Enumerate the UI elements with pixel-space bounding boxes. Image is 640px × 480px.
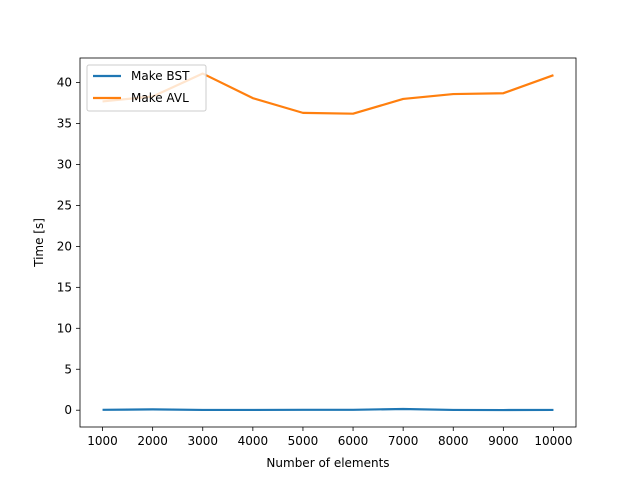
y-tick-label: 0 <box>64 403 72 417</box>
x-tick-label: 1000 <box>87 434 118 448</box>
x-tick-label: 5000 <box>288 434 319 448</box>
x-tick-label: 4000 <box>238 434 269 448</box>
plot-frame <box>79 57 577 428</box>
legend-label-make-bst: Make BST <box>131 69 190 83</box>
x-tick-label: 7000 <box>388 434 419 448</box>
x-tick-label: 8000 <box>438 434 469 448</box>
y-tick-label: 35 <box>57 117 72 131</box>
x-tick-label: 6000 <box>338 434 369 448</box>
y-tick-label: 5 <box>64 362 72 376</box>
y-tick-label: 15 <box>57 280 72 294</box>
x-axis-label: Number of elements <box>266 456 389 470</box>
y-tick-label: 40 <box>57 76 72 90</box>
y-axis-label: Time [s] <box>32 218 46 268</box>
x-axis-ticks: 1000 2000 3000 4000 5000 6000 7000 8000 9000 1000… <box>87 427 573 448</box>
legend-label-make-avl: Make AVL <box>131 91 189 105</box>
y-tick-label: 10 <box>57 321 72 335</box>
x-tick-label: 2000 <box>137 434 168 448</box>
x-tick-label: 10000 <box>534 434 572 448</box>
x-tick-label: 9000 <box>488 434 519 448</box>
x-tick-label: 3000 <box>187 434 218 448</box>
y-tick-label: 20 <box>57 239 72 253</box>
y-axis-ticks: 0 5 10 15 20 25 30 35 40 <box>57 76 80 417</box>
y-tick-label: 25 <box>57 198 72 212</box>
legend: Make BST Make AVL <box>86 64 207 112</box>
plot-area <box>80 58 576 427</box>
y-tick-label: 30 <box>57 157 72 171</box>
series-line-make-bst <box>102 407 554 412</box>
